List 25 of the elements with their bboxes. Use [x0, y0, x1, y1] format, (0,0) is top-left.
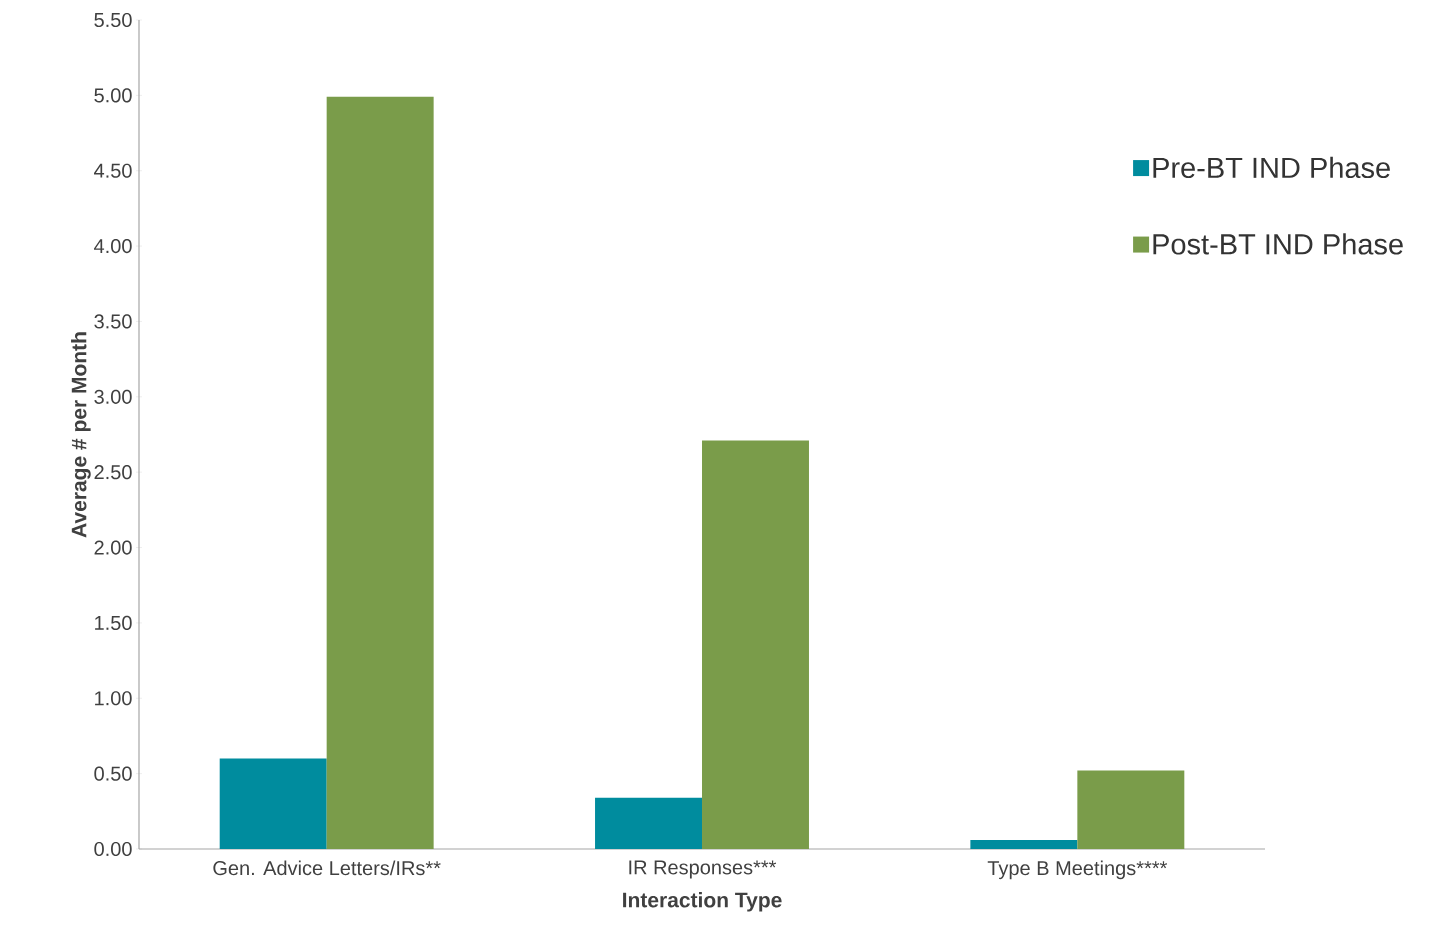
x-tick-label: Type B Meetings****	[987, 860, 1168, 880]
y-axis-title: Average # per Month	[71, 332, 91, 538]
y-tick-label: 2.50	[94, 465, 132, 480]
y-tick-label: 5.50	[94, 12, 132, 28]
y-tick-label: 5.00	[94, 88, 132, 103]
legend-label: Post-BT IND Phase	[1153, 233, 1403, 255]
bar	[326, 96, 434, 849]
bar	[1077, 770, 1185, 849]
y-tick-label: 4.00	[94, 239, 132, 254]
legend-label: Pre-BT IND Phase	[1153, 156, 1390, 179]
bar	[702, 440, 809, 849]
x-tick-label: Gen. Advice Letters/IRs**	[213, 860, 441, 876]
y-tick-label: 4.50	[94, 163, 132, 178]
y-tick-label: 3.00	[94, 389, 132, 404]
y-tick-label: 1.50	[95, 615, 132, 630]
y-tick-label: 1.00	[95, 691, 132, 706]
y-tick-label: 2.00	[94, 540, 132, 555]
bar	[595, 797, 703, 849]
bar	[219, 758, 327, 849]
y-tick-label: 3.50	[94, 314, 132, 329]
bar	[970, 839, 1078, 849]
y-tick-label: 0.50	[94, 766, 132, 781]
x-tick-label: IR Responses***	[629, 860, 777, 879]
x-axis-title: Interaction Type	[623, 892, 782, 912]
y-tick-label: 0.00	[94, 841, 132, 857]
